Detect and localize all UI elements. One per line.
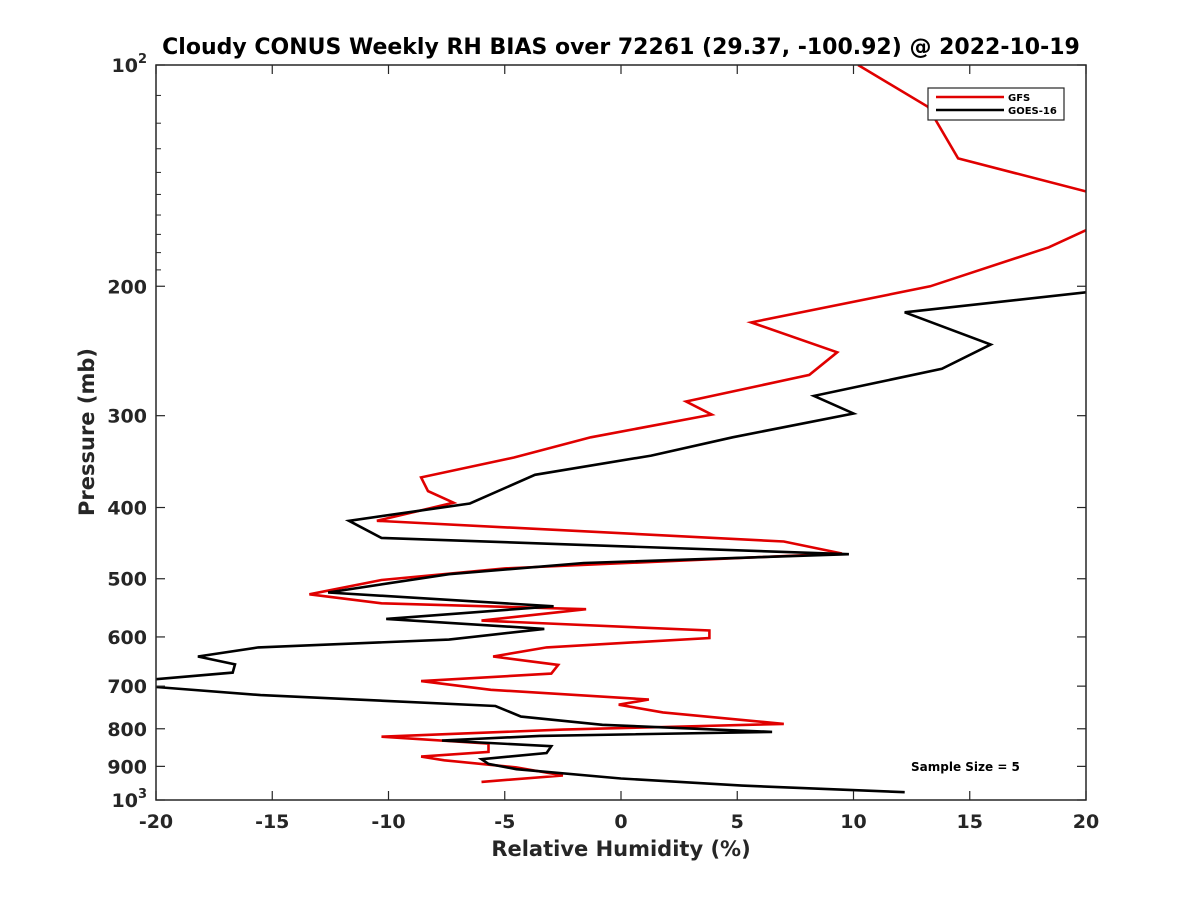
- y-tick-label: 400: [107, 498, 147, 520]
- y-tick-label: 900: [107, 756, 147, 778]
- y-tick-label: 103: [112, 787, 148, 812]
- legend-goes16-label: GOES-16: [1008, 106, 1057, 117]
- series-line-goes16: [156, 290, 1086, 794]
- sample-size-annotation: Sample Size = 5: [911, 760, 1020, 774]
- legend-box: [927, 87, 1065, 121]
- x-tick-label: 15: [957, 811, 983, 833]
- y-tick-label: 102: [112, 52, 148, 77]
- x-tick-label: -20: [139, 811, 173, 833]
- x-tick-label: 0: [614, 811, 627, 833]
- x-tick-label: -10: [371, 811, 405, 833]
- y-tick-label: 300: [107, 406, 147, 428]
- data-layer: [156, 65, 1086, 794]
- chart-title: Cloudy CONUS Weekly RH BIAS over 72261 (…: [162, 35, 1080, 60]
- y-tick-label: 800: [107, 719, 147, 741]
- y-tick-label: 700: [107, 676, 147, 698]
- x-tick-label: 20: [1073, 811, 1099, 833]
- y-tick-label: 200: [107, 276, 147, 298]
- legend-gfs-label: GFS: [1008, 93, 1030, 104]
- y-axis-label: Pressure (mb): [75, 348, 99, 516]
- x-tick-label: 5: [731, 811, 744, 833]
- x-axis: -20 -15 -10 -5 0 5 10 15 20: [139, 65, 1099, 833]
- legend: GFS GOES-16: [927, 87, 1065, 121]
- series-line-gfs: [309, 65, 1086, 784]
- x-tick-label: -5: [494, 811, 515, 833]
- y-tick-label: 500: [107, 569, 147, 591]
- x-axis-label: Relative Humidity (%): [491, 837, 750, 861]
- x-tick-label: -15: [255, 811, 289, 833]
- x-tick-label: 10: [840, 811, 866, 833]
- y-tick-label: 600: [107, 627, 147, 649]
- y-axis: 102 200 300 400 500 600 700 800 900 103: [107, 52, 1086, 812]
